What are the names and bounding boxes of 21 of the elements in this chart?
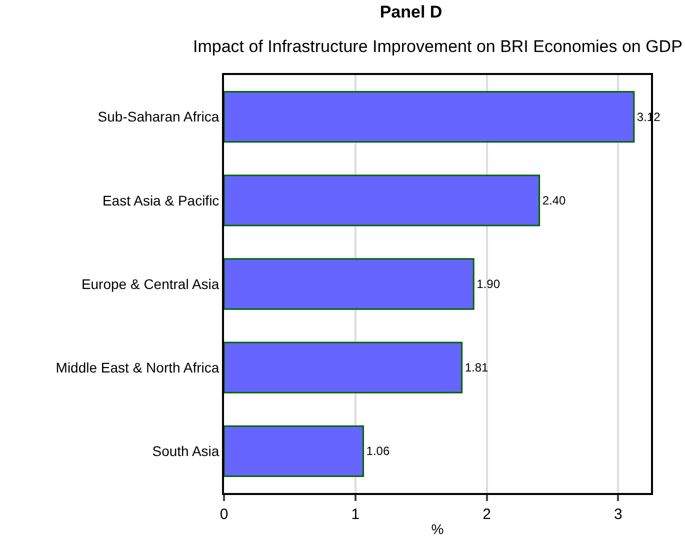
x-axis-title: % bbox=[431, 520, 444, 537]
bar bbox=[224, 174, 540, 226]
data-label: 1.90 bbox=[476, 277, 500, 291]
y-tick-label: Sub-Saharan Africa bbox=[98, 108, 220, 125]
bar bbox=[224, 425, 364, 478]
bar bbox=[224, 258, 474, 310]
bar bbox=[224, 90, 635, 143]
data-label: 1.81 bbox=[464, 360, 488, 375]
x-tick-label: 2 bbox=[482, 506, 491, 523]
y-tick-label: South Asia bbox=[152, 443, 220, 460]
bar bbox=[224, 342, 463, 394]
x-tick-label: 0 bbox=[220, 506, 228, 523]
data-label: 1.06 bbox=[366, 444, 390, 458]
chart-title: Panel D bbox=[380, 2, 442, 22]
data-label: 2.40 bbox=[542, 193, 566, 208]
x-tick-label: 1 bbox=[351, 506, 360, 523]
y-tick-label: Europe & Central Asia bbox=[81, 276, 220, 292]
y-tick-label: East Asia & Pacific bbox=[102, 192, 220, 208]
y-tick-label: Middle East & North Africa bbox=[56, 360, 220, 376]
x-tick-label: 3 bbox=[614, 506, 622, 523]
chart-subtitle: Impact of Infrastructure Improvement on BRI Economies on GDP bbox=[193, 37, 682, 56]
